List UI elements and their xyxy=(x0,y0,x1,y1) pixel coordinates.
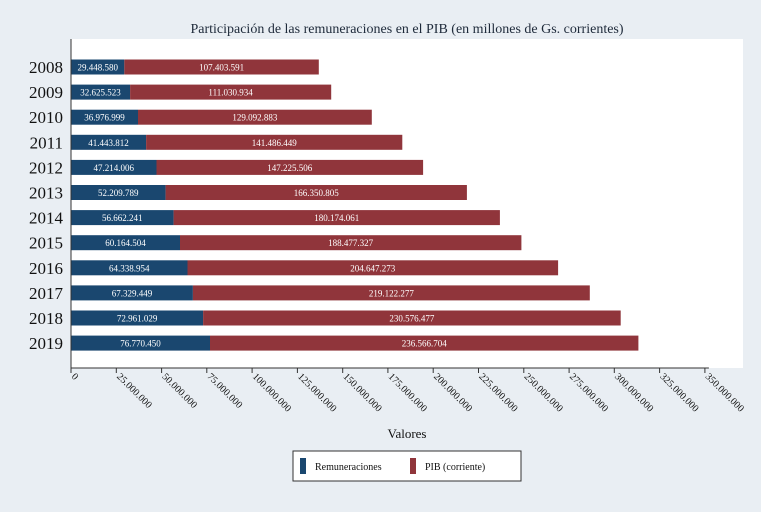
y-tick-label-2012: 2012 xyxy=(29,158,63,177)
bar-pib-2017 xyxy=(192,285,590,301)
y-tick-label-2015: 2015 xyxy=(29,234,63,253)
data-label-remuneraciones-2017: 67.329.449 xyxy=(112,288,153,298)
bar-remuneraciones-2016 xyxy=(71,260,188,276)
legend-box xyxy=(292,450,522,482)
data-label-remuneraciones-2008: 29.448.580 xyxy=(77,63,118,73)
bar-pib-2019 xyxy=(210,335,639,351)
data-label-pib-2015: 188.477.327 xyxy=(328,238,374,248)
legend-swatch-remuneraciones xyxy=(300,458,306,474)
bar-pib-2010 xyxy=(138,109,372,125)
y-tick-label-2016: 2016 xyxy=(29,259,63,278)
legend-label-pib: PIB (corriente) xyxy=(425,462,485,473)
bar-remuneraciones-2008 xyxy=(71,59,125,75)
bar-remuneraciones-2015 xyxy=(71,235,180,251)
bar-pib-2015 xyxy=(180,235,522,251)
bar-remuneraciones-2014 xyxy=(71,210,174,226)
data-label-remuneraciones-2013: 52.209.789 xyxy=(98,188,139,198)
bar-pib-2011 xyxy=(146,134,403,150)
bar-pib-2014 xyxy=(173,210,500,226)
bar-pib-2008 xyxy=(124,59,319,75)
x-tick-label: 0 xyxy=(69,371,80,382)
bars-layer: 29.448.580 107.403.591 32.625.523 111.030.9… xyxy=(71,59,639,351)
bar-remuneraciones-2019 xyxy=(71,335,210,351)
bar-remuneraciones-2013 xyxy=(71,185,166,200)
legend-swatch-pib xyxy=(410,458,416,474)
data-label-pib-2010: 129.092.883 xyxy=(232,113,278,123)
data-label-pib-2018: 230.576.477 xyxy=(389,314,435,324)
bar-pib-2009 xyxy=(130,84,332,100)
data-label-pib-2013: 166.350.805 xyxy=(294,188,340,198)
legend-label-remuneraciones: Remuneraciones xyxy=(315,462,382,473)
y-tick-label-2008: 2008 xyxy=(29,58,63,77)
chart-title: Participación de las remuneraciones en e… xyxy=(190,22,623,37)
data-label-remuneraciones-2014: 56.662.241 xyxy=(102,213,143,223)
data-label-remuneraciones-2010: 36.976.999 xyxy=(84,113,125,123)
y-axis: 2008 2009 2010 2011 2012 2013 2014 2015 2016 2017… xyxy=(29,58,64,353)
data-label-remuneraciones-2011: 41.443.812 xyxy=(88,138,129,148)
y-tick-label-2010: 2010 xyxy=(29,108,63,127)
data-label-remuneraciones-2015: 60.164.504 xyxy=(105,238,146,248)
data-label-pib-2014: 180.174.061 xyxy=(314,213,359,223)
bar-pib-2012 xyxy=(156,159,424,175)
bar-remuneraciones-2012 xyxy=(71,159,157,175)
data-label-remuneraciones-2012: 47.214.006 xyxy=(94,163,135,173)
bar-remuneraciones-2017 xyxy=(71,285,193,301)
data-label-pib-2019: 236.566.704 xyxy=(402,339,448,349)
data-label-pib-2016: 204.647.273 xyxy=(350,263,396,273)
data-label-remuneraciones-2019: 76.770.450 xyxy=(120,339,161,349)
data-label-pib-2017: 219.122.277 xyxy=(369,288,415,298)
bar-pib-2016 xyxy=(187,260,559,276)
y-tick-label-2019: 2019 xyxy=(29,334,63,353)
y-tick-label-2009: 2009 xyxy=(29,83,63,102)
data-label-pib-2011: 141.486.449 xyxy=(252,138,298,148)
legend: Remuneraciones PIB (corriente) xyxy=(292,450,522,482)
y-tick-label-2018: 2018 xyxy=(29,309,63,328)
data-label-pib-2008: 107.403.591 xyxy=(199,63,244,73)
y-tick-label-2011: 2011 xyxy=(30,133,63,152)
y-tick-label-2017: 2017 xyxy=(29,284,64,303)
data-label-remuneraciones-2018: 72.961.029 xyxy=(117,314,158,324)
data-label-pib-2012: 147.225.506 xyxy=(267,163,313,173)
x-axis-label: Valores xyxy=(388,426,427,441)
data-label-remuneraciones-2016: 64.338.954 xyxy=(109,263,150,273)
bar-remuneraciones-2018 xyxy=(71,310,204,326)
data-label-remuneraciones-2009: 32.625.523 xyxy=(80,88,121,98)
bar-remuneraciones-2011 xyxy=(71,134,147,150)
bar-pib-2013 xyxy=(165,185,467,200)
bar-remuneraciones-2010 xyxy=(71,109,138,125)
bar-remuneraciones-2009 xyxy=(71,84,131,100)
y-tick-label-2014: 2014 xyxy=(29,209,64,228)
bar-pib-2018 xyxy=(203,310,621,326)
data-label-pib-2009: 111.030.934 xyxy=(208,88,253,98)
y-tick-label-2013: 2013 xyxy=(29,184,63,203)
